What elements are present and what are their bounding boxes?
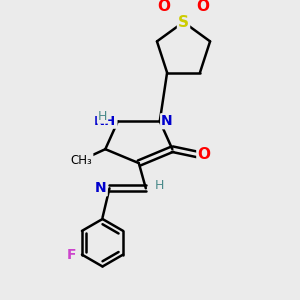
Text: N: N	[95, 181, 107, 195]
Text: CH₃: CH₃	[71, 154, 92, 167]
Text: O: O	[196, 0, 210, 14]
Text: H: H	[155, 179, 164, 192]
Text: O: O	[158, 0, 170, 14]
Text: S: S	[178, 15, 189, 30]
Text: F: F	[67, 248, 76, 262]
Text: O: O	[197, 147, 210, 162]
Text: NH: NH	[94, 115, 116, 128]
Text: H: H	[98, 110, 107, 123]
Text: N: N	[161, 114, 173, 128]
